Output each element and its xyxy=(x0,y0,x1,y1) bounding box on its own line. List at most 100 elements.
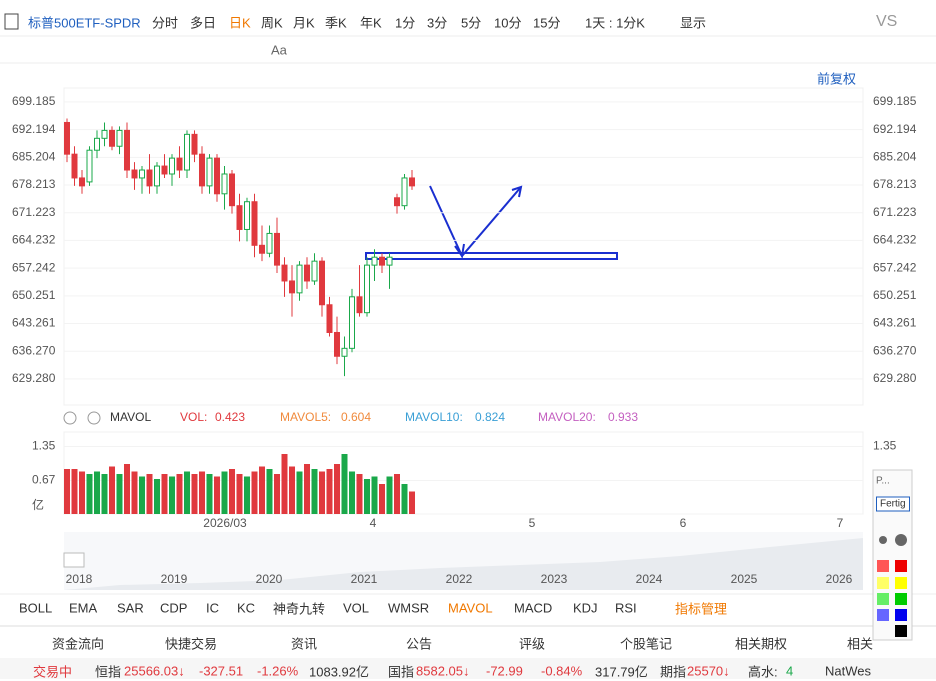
volume-bar xyxy=(371,476,378,514)
period-tab[interactable]: 日K xyxy=(229,15,251,31)
period-tab[interactable]: 季K xyxy=(325,15,347,31)
indicator-tab[interactable]: 神奇九转 xyxy=(273,601,326,617)
vs-button[interactable]: VS xyxy=(876,13,898,30)
ticker-item[interactable]: 4 xyxy=(786,663,794,679)
period-tab[interactable]: 多日 xyxy=(190,15,217,31)
brush-size[interactable] xyxy=(879,536,887,544)
ticker-item[interactable]: 317.79亿 xyxy=(595,664,648,680)
period-tab[interactable]: 周K xyxy=(261,15,283,31)
indicator-tab[interactable]: KDJ xyxy=(573,600,598,616)
candle-body xyxy=(401,177,408,207)
indicator-tab[interactable]: MACD xyxy=(514,600,553,616)
candle-body xyxy=(229,173,235,207)
ticker-item[interactable]: -72.99 xyxy=(486,663,523,679)
swatch[interactable] xyxy=(877,609,889,621)
bottom-tab[interactable]: 资金流向 xyxy=(52,636,105,652)
range-select[interactable]: 1天 : 1分K xyxy=(585,15,645,31)
navigator-year: 2024 xyxy=(636,572,663,586)
bottom-tab[interactable]: 快捷交易 xyxy=(165,636,218,652)
candle-body xyxy=(371,256,378,266)
legend-value: 0.423 xyxy=(215,410,245,424)
volume-bar xyxy=(131,471,138,514)
navigator-handle[interactable] xyxy=(63,552,85,568)
period-tab[interactable]: 15分 xyxy=(533,15,561,31)
ticker-item[interactable]: 期指 xyxy=(660,664,687,680)
period-tab[interactable]: 分时 xyxy=(152,15,179,31)
ticker-item[interactable]: NatWes xyxy=(825,663,871,679)
candle-body xyxy=(154,165,160,187)
y-tick-label: 643.261 xyxy=(873,316,917,330)
volume-bar xyxy=(214,476,220,514)
drawn-arrow xyxy=(429,185,522,258)
swatch[interactable] xyxy=(895,577,907,589)
bottom-tab[interactable]: 公告 xyxy=(406,636,433,652)
y-tick-label: 643.261 xyxy=(12,316,56,330)
volume-bar xyxy=(349,471,355,514)
settings-icon[interactable] xyxy=(63,411,77,425)
period-tab[interactable]: 3分 xyxy=(427,15,448,31)
candle-body xyxy=(184,133,190,171)
candle-body xyxy=(296,264,303,294)
swatch[interactable] xyxy=(877,577,889,589)
close-icon[interactable] xyxy=(87,411,101,425)
font-tool[interactable]: Aa xyxy=(271,42,287,58)
swatch[interactable] xyxy=(877,593,889,605)
indicator-tab[interactable]: MAVOL xyxy=(448,600,493,616)
bottom-tab[interactable]: 相关 xyxy=(847,636,874,652)
indicator-tab[interactable]: VOL xyxy=(343,600,370,616)
ticker-item[interactable]: -0.84% xyxy=(541,663,583,679)
bottom-tab[interactable]: 个股笔记 xyxy=(620,636,673,652)
bottom-tab[interactable]: 相关期权 xyxy=(735,636,788,652)
volume-bar xyxy=(169,476,175,514)
ticker-item[interactable]: 恒指 xyxy=(95,664,122,680)
palette-button[interactable]: Fertig xyxy=(876,496,910,512)
volume-bar xyxy=(221,471,228,514)
volume-bar xyxy=(116,474,123,514)
period-tab[interactable]: 5分 xyxy=(461,15,482,31)
volume-bar xyxy=(176,474,183,514)
ticker-item[interactable]: -327.51 xyxy=(199,663,244,679)
period-tab[interactable]: 1分 xyxy=(395,15,416,31)
ticker-item[interactable]: 交易中 xyxy=(33,664,73,680)
indicator-tab[interactable]: BOLL xyxy=(19,600,53,616)
volume-bar xyxy=(229,469,235,514)
period-tab[interactable]: 年K xyxy=(360,15,382,31)
volume-bar xyxy=(236,474,243,514)
ticker-item[interactable]: -1.26% xyxy=(257,663,299,679)
ticker-item[interactable]: 高水: xyxy=(748,664,778,680)
indicator-tab[interactable]: KC xyxy=(237,600,256,616)
indicator-manage[interactable]: 指标管理 xyxy=(675,601,728,617)
period-tab[interactable]: 10分 xyxy=(494,15,522,31)
period-tab[interactable]: 月K xyxy=(293,15,315,31)
swatch[interactable] xyxy=(895,560,907,572)
y-tick-label: 650.251 xyxy=(873,288,917,302)
ticker-item[interactable]: 8582.05↓ xyxy=(416,663,470,679)
ticker-item[interactable]: 国指 xyxy=(388,664,415,680)
candle-body xyxy=(251,201,258,246)
volume-bar xyxy=(94,471,100,514)
indicator-tab[interactable]: RSI xyxy=(615,600,637,616)
symbol[interactable]: 标普500ETF-SPDR xyxy=(28,15,141,31)
volume-bar xyxy=(124,464,130,514)
display-menu[interactable]: 显示 xyxy=(680,15,707,31)
bottom-tab[interactable]: 评级 xyxy=(519,636,546,652)
volume-bar xyxy=(266,469,273,514)
palette-title[interactable]: P... xyxy=(876,475,890,487)
swatch[interactable] xyxy=(895,625,907,637)
swatch[interactable] xyxy=(895,593,907,605)
bottom-tab[interactable]: 资讯 xyxy=(291,636,318,652)
brush-size[interactable] xyxy=(895,534,907,546)
indicator-tab[interactable]: SAR xyxy=(117,600,144,616)
indicator-tab[interactable]: EMA xyxy=(69,600,98,616)
swatch[interactable] xyxy=(877,560,889,572)
adjust-button[interactable]: 前复权 xyxy=(817,71,857,87)
menu-icon[interactable] xyxy=(4,13,19,30)
indicator-tab[interactable]: WMSR xyxy=(388,600,430,616)
indicator-tab[interactable]: IC xyxy=(206,600,219,616)
volume-bar xyxy=(259,466,265,514)
swatch[interactable] xyxy=(895,609,907,621)
ticker-item[interactable]: 25570↓ xyxy=(687,663,730,679)
indicator-tab[interactable]: CDP xyxy=(160,600,188,616)
ticker-item[interactable]: 1083.92亿 xyxy=(309,664,369,680)
ticker-item[interactable]: 25566.03↓ xyxy=(124,663,185,679)
